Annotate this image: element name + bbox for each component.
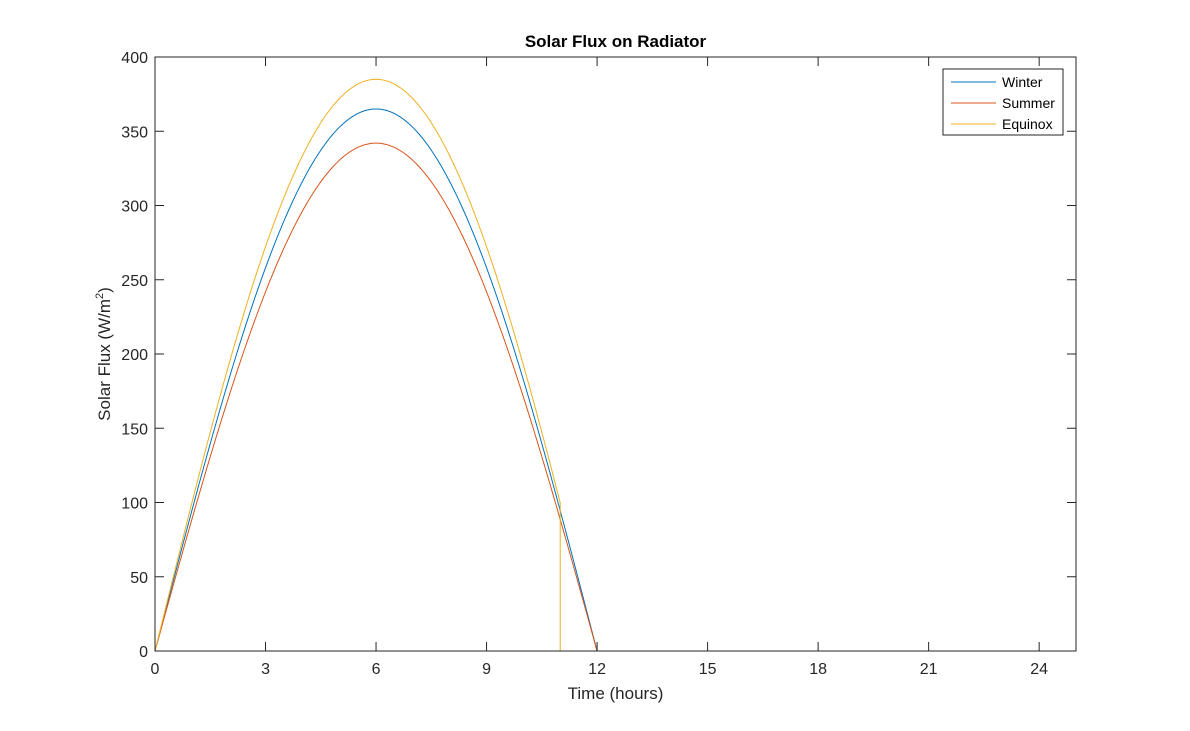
x-tick-label: 12 bbox=[588, 661, 606, 678]
x-tick-label: 6 bbox=[372, 661, 381, 678]
ticks-layer: 0 3 6 9 12 15 18 21 24 0 50 100 150 200 250 300 350 400 bbox=[121, 50, 1076, 678]
y-axis-title: Solar Flux (W/m2) bbox=[94, 287, 114, 421]
legend-label-summer: Summer bbox=[1002, 95, 1055, 111]
y-tick-label: 0 bbox=[139, 644, 148, 661]
y-tick-label: 50 bbox=[130, 570, 148, 587]
y-tick-label: 200 bbox=[121, 347, 148, 364]
y-tick-label: 400 bbox=[121, 50, 148, 67]
x-tick-label: 15 bbox=[699, 661, 717, 678]
series-line-winter bbox=[154, 108, 1040, 652]
y-axis-title-text: Solar Flux (W/m bbox=[95, 299, 114, 421]
x-tick-label: 3 bbox=[261, 661, 270, 678]
x-tick-label: 9 bbox=[482, 661, 491, 678]
chart-title: Solar Flux on Radiator bbox=[525, 32, 707, 51]
legend: Winter Summer Equinox bbox=[942, 68, 1064, 136]
plot-area bbox=[155, 57, 1076, 651]
x-tick-label: 21 bbox=[920, 661, 938, 678]
x-tick-label: 24 bbox=[1030, 661, 1048, 678]
y-axis-title-superscript: 2 bbox=[94, 293, 106, 299]
series-line-summer bbox=[154, 142, 1040, 652]
series-layer bbox=[154, 78, 1040, 652]
x-tick-label: 18 bbox=[809, 661, 827, 678]
legend-label-equinox: Equinox bbox=[1002, 116, 1053, 132]
x-tick-label: 0 bbox=[151, 661, 160, 678]
y-tick-label: 250 bbox=[121, 273, 148, 290]
series-line-equinox bbox=[154, 78, 1040, 652]
x-axis-title: Time (hours) bbox=[568, 684, 664, 703]
legend-label-winter: Winter bbox=[1002, 74, 1043, 90]
y-tick-label: 350 bbox=[121, 124, 148, 141]
y-tick-label: 150 bbox=[121, 421, 148, 438]
y-axis-title-close: ) bbox=[95, 287, 114, 293]
y-tick-label: 300 bbox=[121, 199, 148, 216]
y-tick-label: 100 bbox=[121, 496, 148, 513]
